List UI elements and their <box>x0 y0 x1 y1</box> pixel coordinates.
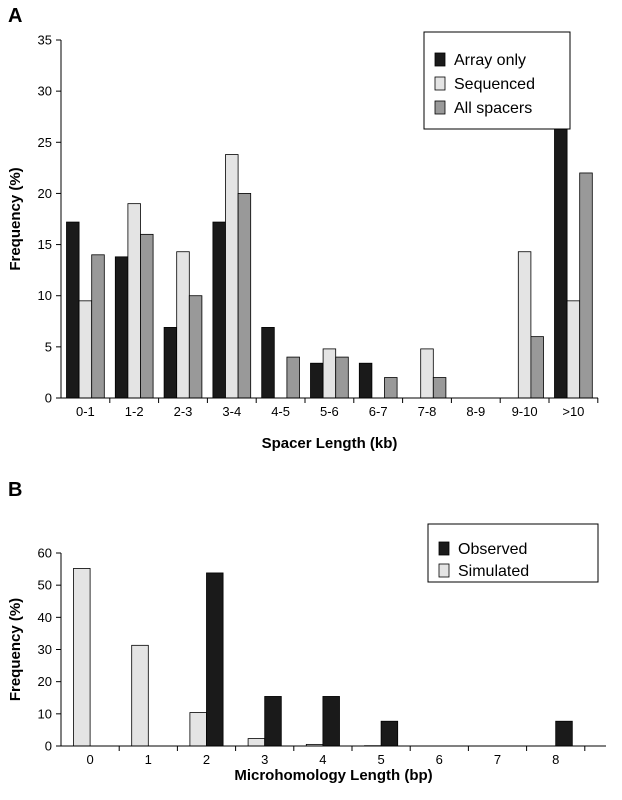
legend-swatch <box>434 100 446 115</box>
y-tick-label: 30 <box>38 84 52 99</box>
legend-swatch <box>434 76 446 91</box>
x-tick-label: 3-4 <box>222 404 241 419</box>
x-tick-label: 6 <box>436 752 443 767</box>
legend-label: All spacers <box>454 100 532 117</box>
bar-sequenced-7-8 <box>420 348 434 399</box>
x-axis-title: Spacer Length (kb) <box>262 435 398 452</box>
bar-all-spacers-1-2 <box>140 233 154 399</box>
y-axis-title: Frequency (%) <box>7 598 24 701</box>
x-tick-label: 8 <box>552 752 559 767</box>
x-tick-label: >10 <box>562 404 584 419</box>
x-axis-title: Microhomology Length (bp) <box>234 767 432 784</box>
bar-all-spacers-2-3 <box>188 295 203 399</box>
bar-sequenced->10 <box>566 300 581 399</box>
bar-array-only-4-5 <box>261 327 275 399</box>
bar-array-only-5-6 <box>310 362 324 399</box>
x-tick-label: 1-2 <box>125 404 144 419</box>
panel-a: A 0 5 10 15 20 25 30 35 0-1 1-2 2-3 3-4 4-5 5-6 6-7 7-8 8… <box>7 5 599 452</box>
panel-letter: A <box>8 5 22 27</box>
bar-sequenced-0-1 <box>78 300 93 399</box>
bar-array-only-6-7 <box>358 362 373 399</box>
y-tick-label: 20 <box>38 186 52 201</box>
bar-all-spacers-5-6 <box>335 356 349 399</box>
y-tick-label: 5 <box>45 339 52 354</box>
bar-sequenced-1-2 <box>127 203 141 399</box>
bar-sequenced-5-6 <box>322 348 337 399</box>
legend-label: Observed <box>458 541 527 558</box>
y-tick-label: 10 <box>38 706 52 721</box>
y-tick-label: 35 <box>38 33 52 48</box>
x-tick-label: 5-6 <box>320 404 339 419</box>
y-tick-label: 0 <box>45 391 52 406</box>
bar-all-spacers-4-5 <box>286 356 300 399</box>
bar-array-only-1-2 <box>114 256 129 399</box>
bar-simulated-0 <box>73 568 91 747</box>
bar-all-spacers-7-8 <box>432 377 447 399</box>
x-tick-label: 7-8 <box>418 404 437 419</box>
bar-all-spacers-9-10 <box>530 336 544 399</box>
legend: Observed Simulated <box>427 523 599 583</box>
x-tick-label: 0-1 <box>76 404 95 419</box>
legend-swatch <box>438 541 450 556</box>
y-tick-label: 0 <box>45 739 52 754</box>
panel-letter: B <box>8 479 22 501</box>
y-tick-label: 60 <box>38 546 52 561</box>
legend-label: Simulated <box>458 563 529 580</box>
legend: Array only Sequenced All spacers <box>423 31 571 130</box>
y-tick-label: 15 <box>38 237 52 252</box>
y-tick-label: 50 <box>38 578 52 593</box>
bar-sequenced-2-3 <box>176 251 190 399</box>
legend-box <box>427 523 599 583</box>
bar-simulated-1 <box>131 644 149 747</box>
bar-simulated-2 <box>189 712 207 747</box>
bar-array-only-2-3 <box>163 327 178 399</box>
x-tick-label: 0 <box>86 752 93 767</box>
x-tick-label: 6-7 <box>369 404 388 419</box>
legend-label: Sequenced <box>454 76 535 93</box>
bar-all-spacers-3-4 <box>237 193 252 399</box>
y-tick-label: 30 <box>38 642 52 657</box>
bar-observed-3 <box>264 696 282 747</box>
legend-swatch <box>434 52 446 67</box>
x-tick-label: 2 <box>203 752 210 767</box>
legend-swatch <box>438 563 450 578</box>
x-tick-label: 1 <box>145 752 152 767</box>
y-tick-label: 25 <box>38 135 52 150</box>
x-tick-label: 8-9 <box>466 404 485 419</box>
x-tick-label: 2-3 <box>174 404 193 419</box>
bar-simulated-3 <box>247 738 266 747</box>
x-tick-label: 3 <box>261 752 268 767</box>
bar-all-spacers-0-1 <box>91 254 105 399</box>
panel-b: B 0 10 20 30 40 50 60 0 1 2 3 4 5 6 7 8 Microhomology Len… <box>7 479 606 784</box>
bar-sequenced-9-10 <box>517 251 532 399</box>
y-tick-label: 40 <box>38 610 52 625</box>
bar-sequenced-3-4 <box>225 154 239 399</box>
y-tick-label: 20 <box>38 674 52 689</box>
bar-array-only-0-1 <box>66 221 80 399</box>
legend-box <box>423 31 571 130</box>
bar-observed-4 <box>322 696 340 747</box>
x-tick-label: 4 <box>319 752 326 767</box>
legend-label: Array only <box>454 52 526 69</box>
bar-all-spacers->10 <box>579 172 593 399</box>
y-tick-label: 10 <box>38 288 52 303</box>
x-tick-label: 7 <box>494 752 501 767</box>
bar-observed-8 <box>555 720 573 747</box>
bar-observed-5 <box>380 720 399 747</box>
x-tick-label: 4-5 <box>271 404 290 419</box>
bar-array-only-3-4 <box>212 221 226 399</box>
x-tick-label: 9-10 <box>512 404 538 419</box>
bar-all-spacers-6-7 <box>384 377 398 399</box>
bar-observed-2 <box>206 572 224 747</box>
y-axis-title: Frequency (%) <box>7 167 24 270</box>
x-tick-label: 5 <box>377 752 384 767</box>
